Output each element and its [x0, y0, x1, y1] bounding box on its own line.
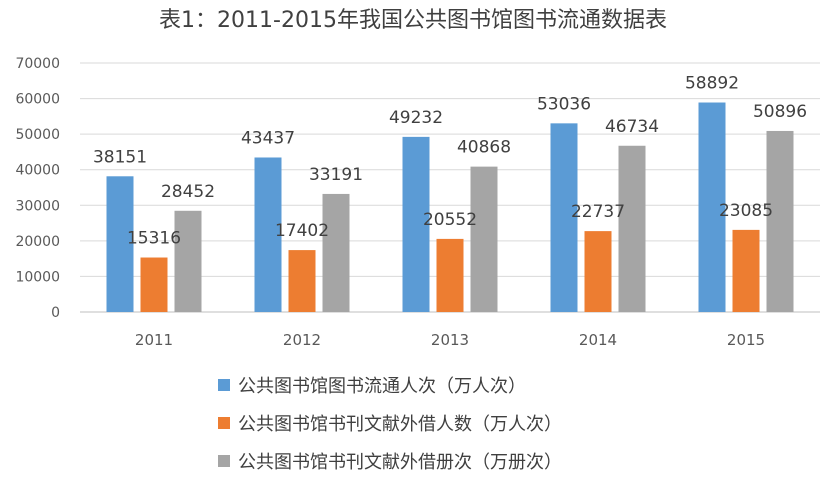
x-tick-label: 2013 — [431, 331, 469, 349]
bar — [140, 257, 168, 312]
legend-item-series-3: 公共图书馆书刊文献外借册次（万册次） — [218, 446, 562, 476]
legend-swatch — [218, 379, 230, 391]
data-label: 40868 — [457, 138, 511, 158]
bar — [584, 231, 612, 312]
y-tick-label: 50000 — [15, 127, 60, 143]
data-label: 58892 — [685, 74, 739, 94]
legend: 公共图书馆图书流通人次（万人次） 公共图书馆书刊文献外借人数（万人次） 公共图书… — [218, 370, 562, 484]
bar — [402, 136, 430, 312]
data-label: 22737 — [571, 202, 625, 222]
data-label: 49232 — [389, 108, 443, 128]
y-tick-label: 40000 — [15, 163, 60, 179]
data-label: 46734 — [605, 117, 659, 137]
data-label: 23085 — [719, 201, 773, 221]
data-label: 53036 — [537, 94, 591, 114]
bar — [254, 157, 282, 312]
bar — [288, 250, 316, 312]
bar — [322, 193, 350, 312]
x-tick-label: 2014 — [579, 331, 617, 349]
legend-swatch — [218, 417, 230, 429]
data-label: 43437 — [241, 128, 295, 148]
y-tick-label: 30000 — [15, 198, 60, 214]
legend-swatch — [218, 455, 230, 467]
bar — [174, 210, 202, 312]
legend-label: 公共图书馆书刊文献外借人数（万人次） — [238, 414, 562, 435]
legend-label: 公共图书馆书刊文献外借册次（万册次） — [238, 452, 562, 473]
bar — [698, 102, 726, 312]
y-tick-label: 10000 — [15, 269, 60, 285]
bar-series — [106, 102, 794, 312]
y-axis-ticks: 0 10000 20000 30000 40000 50000 60000 70000 — [15, 56, 60, 321]
bar — [550, 123, 578, 312]
legend-item-series-1: 公共图书馆图书流通人次（万人次） — [218, 370, 562, 400]
chart-title: 表1：2011-2015年我国公共图书馆图书流通数据表 — [159, 8, 667, 33]
bar — [732, 229, 760, 312]
data-label: 50896 — [753, 102, 807, 122]
y-tick-label: 0 — [51, 305, 60, 321]
data-label: 20552 — [423, 210, 477, 230]
x-tick-label: 2015 — [727, 331, 765, 349]
data-labels: 38151 15316 28452 43437 17402 33191 49232 20552… — [93, 74, 807, 249]
bar — [106, 176, 134, 312]
bar — [436, 238, 464, 312]
bar — [618, 145, 646, 312]
data-label: 33191 — [309, 165, 363, 185]
x-tick-label: 2012 — [283, 331, 321, 349]
y-tick-label: 60000 — [15, 92, 60, 108]
y-tick-label: 70000 — [15, 56, 60, 72]
data-label: 15316 — [127, 229, 181, 249]
x-axis-ticks: 2011 2012 2013 2014 2015 — [135, 331, 765, 349]
y-tick-label: 20000 — [15, 234, 60, 250]
x-tick-label: 2011 — [135, 331, 173, 349]
legend-item-series-2: 公共图书馆书刊文献外借人数（万人次） — [218, 408, 562, 438]
data-label: 28452 — [161, 182, 215, 202]
data-label: 17402 — [275, 221, 329, 241]
bar — [470, 166, 498, 312]
data-label: 38151 — [93, 147, 147, 167]
bar — [766, 130, 794, 312]
legend-label: 公共图书馆图书流通人次（万人次） — [238, 376, 526, 397]
